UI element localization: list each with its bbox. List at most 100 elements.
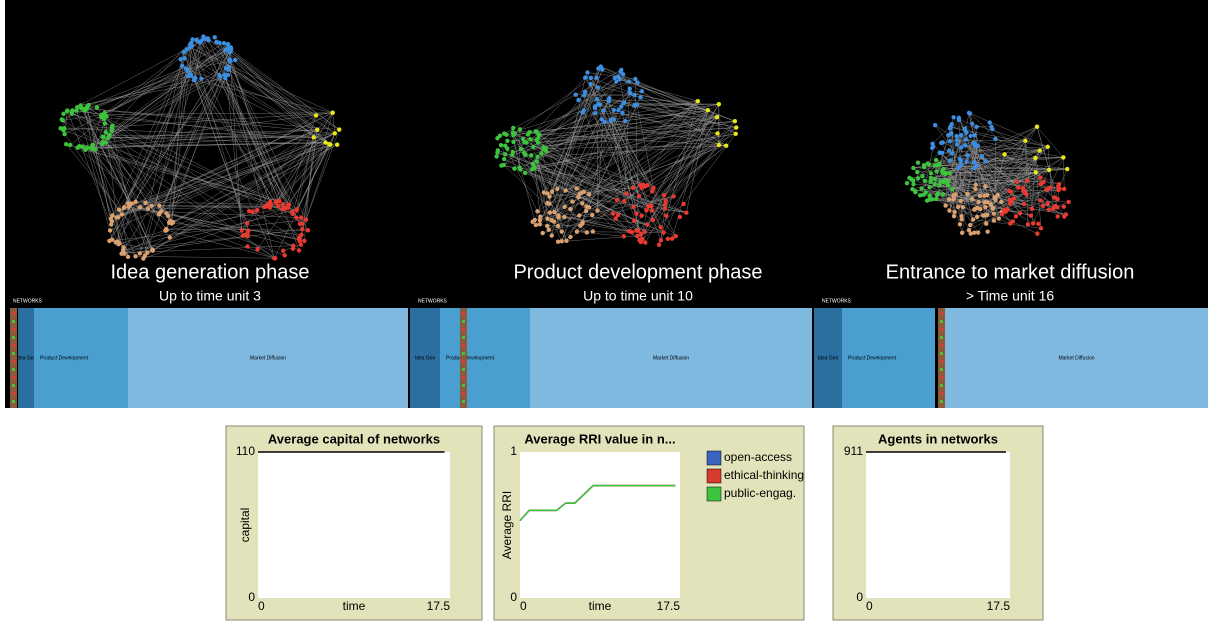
network-node <box>1061 155 1065 159</box>
network-node <box>575 229 579 233</box>
network-node <box>65 109 69 113</box>
network-node <box>1041 180 1045 184</box>
network-node <box>1038 198 1042 202</box>
phase-title: Idea generation phase <box>110 261 309 283</box>
network-node <box>927 185 931 189</box>
network-node <box>959 163 963 167</box>
network-node <box>335 143 339 147</box>
network-node <box>603 120 607 124</box>
legend-swatch <box>707 469 721 483</box>
network-node <box>77 144 81 148</box>
x-axis-label: time <box>343 599 366 613</box>
network-node <box>982 193 986 197</box>
network-node <box>106 136 110 140</box>
network-node <box>502 157 506 161</box>
network-node <box>952 196 956 200</box>
network-node <box>110 237 114 241</box>
network-node <box>959 133 963 137</box>
network-node <box>579 191 583 195</box>
network-node <box>948 139 952 143</box>
network-node <box>934 169 938 173</box>
network-node <box>972 166 976 170</box>
network-node <box>659 238 663 242</box>
phase-segment-label: Idea Gen <box>16 355 37 361</box>
network-node <box>291 243 295 247</box>
network-node <box>1038 148 1042 152</box>
legend-label: ethical-thinking <box>724 468 804 482</box>
progress-dot <box>940 360 943 363</box>
network-node <box>227 50 231 54</box>
progress-dot <box>462 336 465 339</box>
progress-dot <box>940 392 943 395</box>
network-node <box>518 127 522 131</box>
network-node <box>70 109 74 113</box>
network-node <box>580 201 584 205</box>
network-node <box>733 132 737 136</box>
x-tick-label: 17.5 <box>987 599 1011 613</box>
network-node <box>596 85 600 89</box>
network-node <box>636 229 640 233</box>
network-node <box>109 222 113 226</box>
network-node <box>1047 168 1051 172</box>
phase-segment-label: Market Diffusion <box>653 355 689 361</box>
network-node <box>224 66 228 70</box>
progress-dot <box>462 328 465 331</box>
network-node <box>961 205 965 209</box>
network-node <box>620 110 624 114</box>
network-node <box>64 142 68 146</box>
network-node <box>1005 207 1009 211</box>
phase-subtitle: Up to time unit 10 <box>583 288 693 304</box>
network-node <box>1011 219 1015 223</box>
network-node <box>1033 156 1037 160</box>
network-node <box>1067 200 1071 204</box>
network-node <box>167 221 171 225</box>
network-node <box>1015 179 1019 183</box>
network-node <box>226 42 230 46</box>
network-node <box>614 79 618 83</box>
network-node <box>933 177 937 181</box>
network-node <box>645 183 649 187</box>
network-node <box>1036 222 1040 226</box>
legend-swatch <box>707 451 721 465</box>
network-node <box>950 187 954 191</box>
network-node <box>970 197 974 201</box>
phase-segment-label: Idea Gen <box>415 355 436 361</box>
network-node <box>254 208 258 212</box>
network-node <box>963 137 967 141</box>
progress-dot <box>462 344 465 347</box>
network-node <box>1038 175 1042 179</box>
network-node <box>934 158 938 162</box>
progress-dot <box>462 312 465 315</box>
network-node <box>109 129 113 133</box>
network-node <box>1000 212 1004 216</box>
progress-dot <box>12 336 15 339</box>
network-node <box>294 208 298 212</box>
network-node <box>538 218 542 222</box>
network-node <box>199 39 203 43</box>
network-node <box>955 142 959 146</box>
network-node <box>588 82 592 86</box>
plot-title: Agents in networks <box>878 431 998 446</box>
progress-dot <box>12 392 15 395</box>
network-node <box>511 130 515 134</box>
network-node <box>941 167 945 171</box>
network-node <box>246 229 250 233</box>
network-node <box>993 137 997 141</box>
network-node <box>333 131 337 135</box>
network-node <box>68 143 72 147</box>
network-node <box>1035 231 1039 235</box>
progress-dot <box>12 384 15 387</box>
network-node <box>980 154 984 158</box>
network-node <box>282 253 286 257</box>
network-node <box>988 120 992 124</box>
network-node <box>545 191 549 195</box>
y-tick-label: 0 <box>248 590 255 604</box>
progress-dot <box>462 392 465 395</box>
network-node <box>993 197 997 201</box>
network-node <box>973 141 977 145</box>
network-node <box>989 202 993 206</box>
network-node <box>619 68 623 72</box>
network-node <box>529 153 533 157</box>
network-node <box>674 234 678 238</box>
network-node <box>608 118 612 122</box>
